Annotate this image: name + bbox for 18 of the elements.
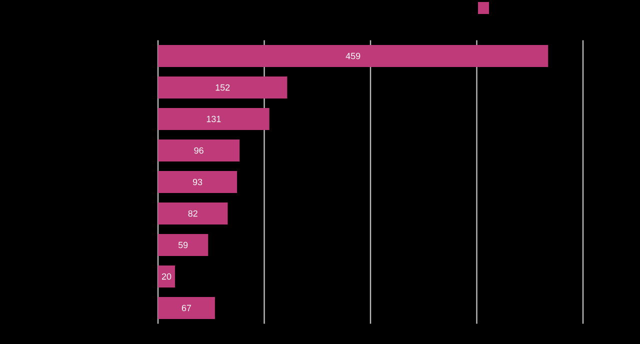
data-label: 59 bbox=[178, 242, 188, 248]
data-label: 96 bbox=[194, 147, 204, 154]
data-label: 131 bbox=[206, 116, 221, 122]
bar bbox=[158, 202, 228, 225]
data-label: 459 bbox=[346, 52, 360, 60]
bar bbox=[158, 140, 240, 162]
data-label: 67 bbox=[182, 304, 192, 312]
data-label: 93 bbox=[192, 178, 202, 186]
data-label: 82 bbox=[188, 210, 198, 217]
bar bbox=[158, 45, 548, 68]
bar bbox=[158, 171, 238, 194]
bar bbox=[158, 108, 270, 130]
bar bbox=[158, 76, 288, 99]
bar bbox=[158, 266, 176, 288]
bar bbox=[158, 234, 208, 256]
data-label: 20 bbox=[162, 273, 172, 280]
bar bbox=[158, 297, 215, 320]
data-label: 152 bbox=[216, 84, 230, 91]
